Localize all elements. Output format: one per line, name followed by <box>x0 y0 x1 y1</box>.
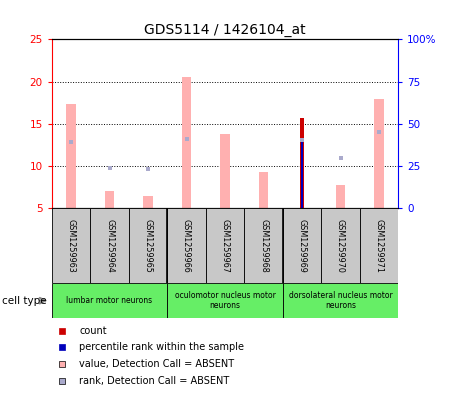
Bar <box>321 208 360 283</box>
Bar <box>283 208 321 283</box>
Bar <box>300 118 304 208</box>
Text: GSM1259968: GSM1259968 <box>259 219 268 272</box>
Text: GSM1259966: GSM1259966 <box>182 219 191 272</box>
Text: percentile rank within the sample: percentile rank within the sample <box>80 342 244 352</box>
Bar <box>90 208 129 283</box>
Bar <box>336 185 345 208</box>
Bar <box>374 99 384 208</box>
Bar <box>105 191 114 208</box>
Title: GDS5114 / 1426104_at: GDS5114 / 1426104_at <box>144 23 306 37</box>
Text: GSM1259967: GSM1259967 <box>220 219 230 273</box>
Text: rank, Detection Call = ABSENT: rank, Detection Call = ABSENT <box>80 376 230 386</box>
Text: GSM1259970: GSM1259970 <box>336 219 345 273</box>
Bar <box>206 208 244 283</box>
Bar <box>182 77 191 208</box>
Bar <box>52 208 90 283</box>
Text: GSM1259964: GSM1259964 <box>105 219 114 272</box>
Text: dorsolateral nucleus motor
neurons: dorsolateral nucleus motor neurons <box>288 291 392 310</box>
Text: GSM1259969: GSM1259969 <box>297 219 306 273</box>
Bar <box>244 208 283 283</box>
Bar <box>167 283 283 318</box>
Bar <box>167 208 206 283</box>
Text: GSM1259971: GSM1259971 <box>374 219 383 273</box>
Bar <box>66 105 76 208</box>
Text: value, Detection Call = ABSENT: value, Detection Call = ABSENT <box>80 359 234 369</box>
Bar <box>52 283 167 318</box>
Text: lumbar motor neurons: lumbar motor neurons <box>67 296 153 305</box>
Bar <box>259 172 268 208</box>
Bar <box>143 196 153 208</box>
Bar <box>374 99 384 208</box>
Bar <box>220 134 230 208</box>
Text: cell type: cell type <box>2 296 47 306</box>
Bar <box>129 208 167 283</box>
Bar <box>301 142 303 208</box>
Text: oculomotor nucleus motor
neurons: oculomotor nucleus motor neurons <box>175 291 275 310</box>
Bar <box>360 208 398 283</box>
Text: GSM1259965: GSM1259965 <box>144 219 153 273</box>
Bar <box>220 151 230 208</box>
Bar <box>283 283 398 318</box>
Text: GSM1259963: GSM1259963 <box>67 219 76 272</box>
Text: count: count <box>80 326 107 336</box>
